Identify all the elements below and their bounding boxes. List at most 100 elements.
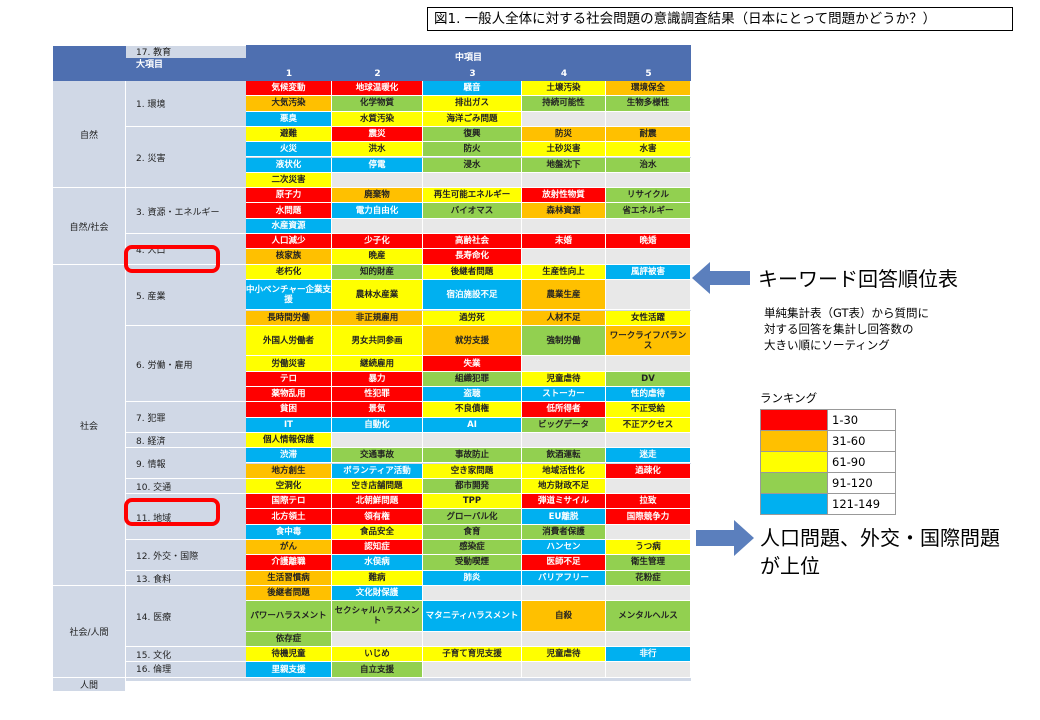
- empty-cell: [522, 218, 606, 234]
- highlight-population: [124, 245, 220, 273]
- keyword-cell: 衛生管理: [606, 555, 691, 571]
- keyword-cell: 生物多様性: [606, 96, 691, 112]
- keyword-title: キーワード回答順位表: [758, 267, 958, 291]
- keyword-cell: 未婚: [522, 234, 606, 250]
- keyword-cell: 事故防止: [423, 448, 522, 464]
- keyword-cell: 児童虐待: [522, 371, 606, 387]
- keyword-cell: 風評被害: [606, 264, 691, 280]
- legend-swatch: [761, 410, 828, 430]
- empty-cell: [522, 249, 606, 265]
- keyword-cell: 国際テロ: [246, 494, 332, 510]
- keyword-cell: 飲酒運転: [522, 448, 606, 464]
- description-line-1: 単純集計表（GT表）から質問に: [764, 306, 930, 320]
- divider: [126, 125, 246, 127]
- keyword-cell: 肺炎: [423, 570, 522, 586]
- mid-category: 12. 外交・国際: [126, 540, 246, 571]
- keyword-cell: 認知症: [332, 540, 423, 556]
- empty-cell: [423, 585, 522, 602]
- divider: [126, 569, 246, 571]
- keyword-cell: 拉致: [606, 494, 691, 510]
- empty-cell: [606, 356, 691, 372]
- keyword-cell: 中小ベンチャー企業支援: [246, 279, 332, 311]
- empty-cell: [606, 249, 691, 265]
- divider: [126, 401, 246, 403]
- divider: [126, 646, 246, 648]
- highlight-diplomacy: [124, 498, 220, 526]
- empty-cell: [606, 662, 691, 678]
- keyword-cell: 北朝鮮問題: [332, 494, 423, 510]
- keyword-cell: 持続可能性: [522, 96, 606, 112]
- keyword-cell: 排出ガス: [423, 96, 522, 112]
- empty-cell: [522, 585, 606, 602]
- legend-label: 1-30: [832, 413, 859, 427]
- keyword-cell: 農業生産: [522, 279, 606, 311]
- keyword-cell: 非行: [606, 647, 691, 663]
- keyword-cell: 難病: [332, 570, 423, 586]
- keyword-cell: 就労支援: [423, 325, 522, 357]
- keyword-cell: 地球温暖化: [332, 81, 423, 97]
- keyword-cell: 景気: [332, 402, 423, 418]
- keyword-cell: 食中毒: [246, 524, 332, 540]
- legend-swatch: [761, 473, 828, 493]
- keyword-cell: 水俣病: [332, 555, 423, 571]
- keyword-cell: 暴力: [332, 371, 423, 387]
- divider: [53, 676, 246, 678]
- keyword-cell: 気候変動: [246, 81, 332, 97]
- keyword-cell: 薬物乱用: [246, 387, 332, 403]
- keyword-cell: 児童虐待: [522, 647, 606, 663]
- legend-label: 31-60: [832, 434, 866, 448]
- mid-category: 6. 労働・雇用: [126, 325, 246, 403]
- description-line-2: 対する回答を集計し回答数の: [764, 322, 914, 336]
- empty-cell: [606, 111, 691, 127]
- keyword-cell: 性犯罪: [332, 387, 423, 403]
- keyword-cell: 水問題: [246, 203, 332, 219]
- conclusion-line-2: が上位: [760, 554, 820, 578]
- divider: [126, 493, 246, 495]
- keyword-cell: 環境保全: [606, 81, 691, 97]
- keyword-cell: 騒音: [423, 81, 522, 97]
- keyword-cell: 少子化: [332, 234, 423, 250]
- mid-category: 8. 経済: [126, 432, 246, 449]
- keyword-cell: 組織犯罪: [423, 371, 522, 387]
- keyword-cell: 土壌汚染: [522, 81, 606, 97]
- legend-swatch: [761, 431, 828, 451]
- keyword-cell: ストーカー: [522, 387, 606, 403]
- keyword-cell: 震災: [332, 126, 423, 143]
- mid-category: 14. 医療: [126, 585, 246, 648]
- legend-label: 91-120: [832, 476, 873, 490]
- keyword-cell: 待機児童: [246, 647, 332, 663]
- divider: [126, 263, 246, 265]
- keyword-cell: 男女共同参画: [332, 325, 423, 357]
- keyword-cell: ボランティア活動: [332, 463, 423, 479]
- keyword-cell: メンタルヘルス: [606, 601, 691, 632]
- empty-cell: [522, 631, 606, 648]
- empty-cell: [332, 218, 423, 234]
- keyword-cell: 過疎化: [606, 463, 691, 479]
- arrow-right-icon: [696, 520, 754, 556]
- keyword-cell: ワークライフバランス: [606, 325, 691, 357]
- ranking-legend: ランキング 1-30 31-60 61-90 91-120 121-149: [760, 390, 896, 515]
- legend-label: 61-90: [832, 455, 866, 469]
- empty-cell: [606, 172, 691, 189]
- keyword-cell: 森林資源: [522, 203, 606, 219]
- keyword-cell: 農林水産業: [332, 279, 423, 311]
- empty-cell: [423, 631, 522, 648]
- header-col-5: 5: [606, 67, 691, 81]
- keyword-cell: 人材不足: [522, 310, 606, 326]
- keyword-cell: 空洞化: [246, 478, 332, 495]
- keyword-cell: 自立支援: [332, 662, 423, 678]
- keyword-cell: 原子力: [246, 188, 332, 204]
- keyword-cell: 失業: [423, 356, 522, 372]
- empty-cell: [522, 432, 606, 449]
- keyword-cell: 停電: [332, 157, 423, 173]
- mid-category: 5. 産業: [126, 264, 246, 326]
- legend-title: ランキング: [760, 391, 818, 405]
- keyword-cell: 省エネルギー: [606, 203, 691, 219]
- keyword-cell: 花粉症: [606, 570, 691, 586]
- keyword-cell: 地域活性化: [522, 463, 606, 479]
- keyword-cell: 地盤沈下: [522, 157, 606, 173]
- keyword-cell: 自動化: [332, 417, 423, 433]
- empty-cell: [606, 524, 691, 540]
- keyword-cell: 渋滞: [246, 448, 332, 464]
- keyword-cell: 領有権: [332, 509, 423, 525]
